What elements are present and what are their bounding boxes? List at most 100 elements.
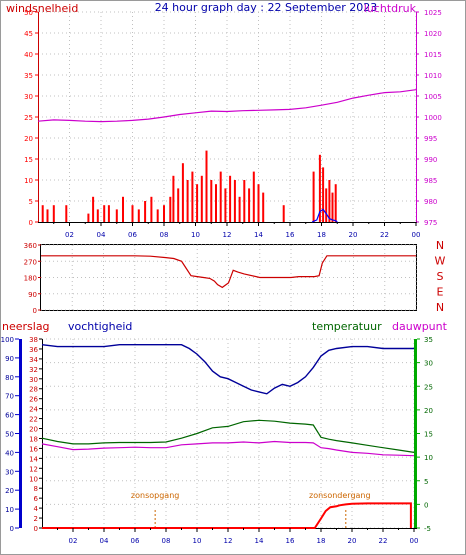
direction-y-tick-label: 0 xyxy=(33,307,37,315)
humidity-y-tick-label: 22 xyxy=(29,416,38,424)
wind-bar xyxy=(219,171,222,222)
rain-y-tick-label: 0 xyxy=(10,525,14,533)
temperature-y-ticks: -5 0 5 10 15 20 25 30 35 xyxy=(417,336,433,533)
rain-y-tick-label: 40 xyxy=(5,449,14,457)
temperature-line xyxy=(41,419,415,453)
humidity-y-tick-label: 2 xyxy=(34,515,38,523)
humidity-y-tick-label: 12 xyxy=(29,465,38,473)
gust-line xyxy=(311,208,338,223)
wind-bar xyxy=(169,196,172,222)
pressure-line xyxy=(37,89,417,123)
wind-bar xyxy=(41,205,44,222)
wind-bar xyxy=(248,188,251,222)
x-tick-label: 16 xyxy=(286,231,295,239)
wind-bar xyxy=(65,205,68,222)
pressure-y-tick-label: 1010 xyxy=(424,72,442,80)
x-tick-label: 10 xyxy=(191,231,200,239)
wind-bar xyxy=(262,192,265,222)
direction-y-tick-label: 180 xyxy=(24,275,37,283)
wind-bar xyxy=(238,196,241,222)
wind-bar xyxy=(87,213,90,222)
wind-bar xyxy=(328,180,331,222)
compass-label: N xyxy=(436,301,444,314)
humidity-y-tick-label: 6 xyxy=(34,495,39,503)
temperature-y-tick-label: 0 xyxy=(424,501,428,509)
pressure-y-tick-label: 995 xyxy=(424,135,437,143)
wind-y-tick-label: 30 xyxy=(24,93,33,101)
rain-y-tick-label: 50 xyxy=(5,431,14,439)
wind-y-tick-label: 20 xyxy=(24,135,33,143)
temperature-y-tick-label: 30 xyxy=(424,360,433,368)
x-tick-label: 14 xyxy=(255,537,264,545)
wind-bar xyxy=(224,188,227,222)
wind-y-tick-label: 25 xyxy=(24,114,33,122)
wind-bar xyxy=(243,180,246,222)
wind-bar xyxy=(215,184,217,222)
temperature-y-tick-label: -5 xyxy=(424,525,431,533)
direction-y-tick-label: 360 xyxy=(24,242,37,250)
x-tick-label: 14 xyxy=(254,231,263,239)
humidity-x-ticks: 02 04 06 08 10 12 14 16 18 20 22 00 xyxy=(57,528,418,545)
pressure-y-tick-label: 1005 xyxy=(424,93,442,101)
wind-axis-label: windsnelheid xyxy=(6,2,78,15)
dewpoint-axis-label: dauwpunt xyxy=(392,320,448,333)
x-tick-label: 12 xyxy=(223,231,232,239)
rain-y-tick-label: 90 xyxy=(5,355,14,363)
rain-y-tick-label: 60 xyxy=(5,412,14,420)
pressure-y-tick-label: 990 xyxy=(424,156,437,164)
humidity-y-tick-label: 34 xyxy=(29,356,38,364)
x-tick-label: 08 xyxy=(160,231,169,239)
humidity-y-tick-label: 0 xyxy=(34,525,38,533)
rain-y-tick-label: 100 xyxy=(1,336,14,344)
rain-y-tick-label: 80 xyxy=(5,374,14,382)
wind-bar xyxy=(325,188,328,222)
wind-bar xyxy=(200,175,203,222)
wind-bar xyxy=(92,196,95,222)
wind-bar xyxy=(322,167,325,222)
wind-y-tick-label: 45 xyxy=(24,30,33,38)
wind-bar xyxy=(318,154,321,222)
humidity-y-tick-label: 10 xyxy=(29,475,38,483)
wind-direction-line xyxy=(41,255,416,289)
wind-bar xyxy=(191,171,194,222)
direction-y-tick-label: 270 xyxy=(24,258,37,266)
wind-bars xyxy=(41,150,337,222)
rain-axis-bar xyxy=(19,339,22,528)
x-tick-label: 22 xyxy=(379,537,388,545)
wind-y-tick-label: 10 xyxy=(24,177,33,185)
x-tick-label: 02 xyxy=(65,231,74,239)
sunrise-label: zonsopgang xyxy=(131,491,179,500)
rain-y-tick-label: 10 xyxy=(5,506,14,514)
temperature-axis-label: temperatuur xyxy=(312,320,382,333)
temperature-y-tick-label: 10 xyxy=(424,454,433,462)
wind-y-tick-label: 40 xyxy=(24,51,33,59)
wind-bar xyxy=(282,205,285,222)
sunset-label: zonsondergang xyxy=(309,491,371,500)
humidity-y-tick-label: 14 xyxy=(29,455,38,463)
x-tick-label: 04 xyxy=(100,537,109,545)
wind-bar xyxy=(131,205,134,222)
x-tick-label: 20 xyxy=(348,537,357,545)
wind-bar xyxy=(172,175,175,222)
wind-direction-grid xyxy=(41,244,417,311)
x-tick-label: 06 xyxy=(131,537,140,545)
temperature-axis-bar xyxy=(414,339,417,528)
wind-bar xyxy=(103,205,106,222)
direction-y-tick-label: 90 xyxy=(28,291,37,299)
temperature-y-tick-label: 5 xyxy=(424,478,428,486)
dewpoint-line xyxy=(41,440,415,457)
wind-y-tick-label: 5 xyxy=(29,198,33,206)
temperature-y-tick-label: 35 xyxy=(424,336,433,344)
x-tick-label: 00 xyxy=(412,231,421,239)
wind-bar xyxy=(163,205,165,222)
pressure-y-tick-label: 1025 xyxy=(424,9,442,17)
rain-y-ticks: 0 10 20 30 40 50 60 70 80 90 100 xyxy=(1,336,19,533)
pressure-y-tick-label: 1000 xyxy=(424,114,442,122)
wind-y-tick-label: 50 xyxy=(24,9,33,17)
wind-bar xyxy=(144,201,147,222)
wind-bar xyxy=(156,209,159,222)
wind-bar xyxy=(334,184,337,222)
